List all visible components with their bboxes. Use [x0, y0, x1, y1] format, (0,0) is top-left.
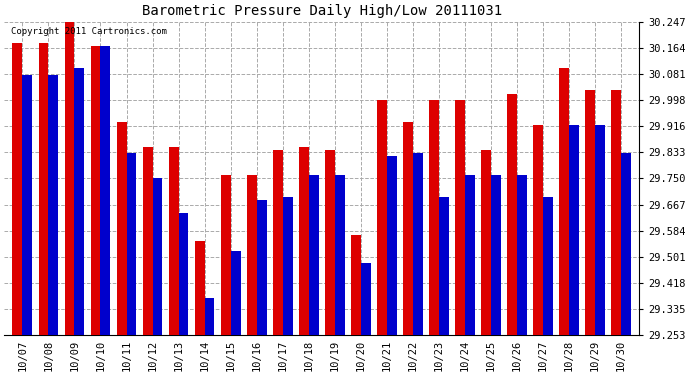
Bar [439, 197, 449, 335]
Bar [585, 90, 595, 335]
Bar [507, 93, 517, 335]
Bar [455, 100, 465, 335]
Bar [101, 46, 110, 335]
Bar [429, 100, 439, 335]
Bar [361, 263, 371, 335]
Bar [569, 125, 579, 335]
Bar [481, 150, 491, 335]
Bar [377, 100, 387, 335]
Bar [403, 122, 413, 335]
Bar [595, 125, 605, 335]
Bar [299, 147, 308, 335]
Bar [387, 156, 397, 335]
Bar [491, 175, 501, 335]
Bar [205, 298, 215, 335]
Bar [465, 175, 475, 335]
Bar [126, 153, 137, 335]
Bar [533, 125, 543, 335]
Title: Barometric Pressure Daily High/Low 20111031: Barometric Pressure Daily High/Low 20111… [141, 4, 502, 18]
Text: Copyright 2011 Cartronics.com: Copyright 2011 Cartronics.com [10, 27, 166, 36]
Bar [413, 153, 423, 335]
Bar [257, 200, 266, 335]
Bar [335, 175, 344, 335]
Bar [559, 68, 569, 335]
Bar [195, 242, 205, 335]
Bar [308, 175, 319, 335]
Bar [611, 90, 621, 335]
Bar [543, 197, 553, 335]
Bar [12, 43, 22, 335]
Bar [283, 197, 293, 335]
Bar [517, 175, 527, 335]
Bar [230, 251, 241, 335]
Bar [247, 175, 257, 335]
Bar [273, 150, 283, 335]
Bar [143, 147, 152, 335]
Bar [22, 75, 32, 335]
Bar [621, 153, 631, 335]
Bar [65, 21, 75, 335]
Bar [351, 235, 361, 335]
Bar [152, 178, 162, 335]
Bar [325, 150, 335, 335]
Bar [179, 213, 188, 335]
Bar [221, 175, 230, 335]
Bar [39, 43, 48, 335]
Bar [75, 68, 84, 335]
Bar [48, 75, 59, 335]
Bar [90, 46, 101, 335]
Bar [117, 122, 126, 335]
Bar [168, 147, 179, 335]
